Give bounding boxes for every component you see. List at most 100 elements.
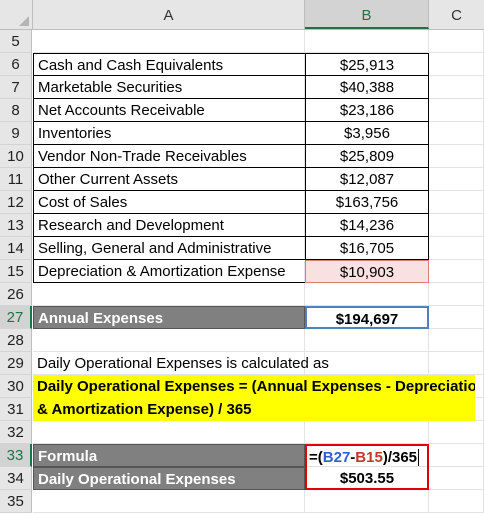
- gridcell: [429, 306, 484, 329]
- row-header[interactable]: 34: [0, 467, 32, 490]
- text-cursor: [418, 449, 420, 466]
- cell-a[interactable]: Net Accounts Receivable: [33, 99, 305, 122]
- cell-a[interactable]: Vendor Non-Trade Receivables: [33, 145, 305, 168]
- row-header[interactable]: 13: [0, 214, 32, 237]
- row-header[interactable]: 29: [0, 352, 32, 375]
- sheet-row: 14 Selling, General and Administrative $16…: [0, 237, 484, 260]
- cell-a[interactable]: Cost of Sales: [33, 191, 305, 214]
- cell-a[interactable]: [33, 283, 305, 306]
- gridcell: [429, 53, 484, 76]
- row-header[interactable]: 10: [0, 145, 32, 168]
- gridcell: [33, 329, 305, 352]
- cell-b[interactable]: [305, 352, 429, 375]
- gridcell: [429, 76, 484, 99]
- formula-minus: -: [350, 449, 356, 466]
- row-header[interactable]: 11: [0, 168, 32, 191]
- row-header[interactable]: 7: [0, 76, 32, 99]
- gridcell: [429, 444, 484, 467]
- gridcell: [33, 30, 305, 53]
- cell-b27-referenced[interactable]: $194,697: [305, 306, 429, 329]
- cell-a[interactable]: Annual Expenses: [33, 306, 305, 329]
- cell-a[interactable]: Inventories: [33, 122, 305, 145]
- cell-a[interactable]: Research and Development: [33, 214, 305, 237]
- row-header[interactable]: 27: [0, 306, 32, 329]
- gridcell: [429, 467, 484, 490]
- cell-a[interactable]: Formula: [33, 444, 305, 467]
- cell-b[interactable]: [305, 30, 429, 53]
- gridcell: [429, 99, 484, 122]
- gridcell: [429, 168, 484, 191]
- cell-a[interactable]: [33, 329, 305, 352]
- select-all-button[interactable]: [0, 0, 33, 29]
- formula-tail: )/365: [382, 449, 418, 466]
- gridcell: [305, 421, 429, 444]
- row-header[interactable]: 32: [0, 421, 32, 444]
- row-header[interactable]: 5: [0, 30, 32, 53]
- cell-a[interactable]: Other Current Assets: [33, 168, 305, 191]
- row-header[interactable]: 14: [0, 237, 32, 260]
- row-header[interactable]: 30: [0, 375, 32, 398]
- row-header[interactable]: 15: [0, 260, 32, 283]
- cell-a[interactable]: Daily Operational Expenses is calculated…: [37, 355, 329, 372]
- cell-b[interactable]: $3,956: [305, 122, 429, 145]
- gridcell: [305, 329, 429, 352]
- gridcell: [305, 30, 429, 53]
- cell-a[interactable]: [33, 421, 305, 444]
- sheet-row: 34 Daily Operational Expenses $503.55: [0, 467, 484, 490]
- cell-b15-referenced[interactable]: $10,903: [305, 260, 429, 283]
- cell-a[interactable]: Marketable Securities: [33, 76, 305, 99]
- cell-b[interactable]: [305, 329, 429, 352]
- gridcell: [429, 122, 484, 145]
- cell-b[interactable]: $14,236: [305, 214, 429, 237]
- sheet-row: 13 Research and Development $14,236: [0, 214, 484, 237]
- column-header-a[interactable]: A: [33, 0, 305, 29]
- cell-a[interactable]: Selling, General and Administrative: [33, 237, 305, 260]
- cell-a[interactable]: Daily Operational Expenses: [33, 467, 305, 490]
- cell-a[interactable]: Depreciation & Amortization Expense: [33, 260, 305, 283]
- row-header[interactable]: 33: [0, 444, 32, 467]
- sheet-row: 8 Net Accounts Receivable $23,186: [0, 99, 484, 122]
- cell-b[interactable]: $40,388: [305, 76, 429, 99]
- cell-a[interactable]: Cash and Cash Equivalents: [33, 53, 305, 76]
- cell-b[interactable]: $12,087: [305, 168, 429, 191]
- result-cell[interactable]: $503.55: [305, 467, 429, 490]
- gridcell: [305, 352, 429, 375]
- cell-a[interactable]: [33, 490, 305, 513]
- cell-b[interactable]: $16,705: [305, 237, 429, 260]
- gridcell: [429, 329, 484, 352]
- cell-b[interactable]: $25,809: [305, 145, 429, 168]
- gridcell: [429, 421, 484, 444]
- row-header[interactable]: 12: [0, 191, 32, 214]
- sheet-row: 9 Inventories $3,956: [0, 122, 484, 145]
- formula-equals: =(: [309, 449, 323, 466]
- cell-b[interactable]: [305, 421, 429, 444]
- sheet-row: 15 Depreciation & Amortization Expense $10…: [0, 260, 484, 283]
- formula-ref-b15: B15: [355, 449, 383, 466]
- row-header[interactable]: 9: [0, 122, 32, 145]
- sheet-row: 29 Daily Operational Expenses is calculat…: [0, 352, 484, 375]
- cell-b[interactable]: [305, 283, 429, 306]
- sheet-row: 35: [0, 490, 484, 513]
- row-header[interactable]: 28: [0, 329, 32, 352]
- row-header[interactable]: 8: [0, 99, 32, 122]
- sheet-row: 30 Daily Operational Expenses = (Annual E…: [0, 375, 484, 398]
- cell-a[interactable]: & Amortization Expense) / 365: [33, 398, 475, 421]
- sheet-row: 33 Formula =(B27-B15)/365: [0, 444, 484, 467]
- cell-b[interactable]: $23,186: [305, 99, 429, 122]
- sheet-row: 27 Annual Expenses $194,697: [0, 306, 484, 329]
- cell-b[interactable]: $163,756: [305, 191, 429, 214]
- gridcell: [429, 191, 484, 214]
- column-header-c[interactable]: C: [451, 7, 462, 24]
- cell-b[interactable]: [305, 490, 429, 513]
- row-header[interactable]: 31: [0, 398, 32, 421]
- column-header-b[interactable]: B: [305, 0, 429, 29]
- formula-cell[interactable]: =(B27-B15)/365: [305, 444, 429, 467]
- cell-a[interactable]: Daily Operational Expenses = (Annual Exp…: [33, 375, 475, 398]
- row-header[interactable]: 35: [0, 490, 32, 513]
- cell-b[interactable]: $25,913: [305, 53, 429, 76]
- gridcell: [33, 283, 305, 306]
- gridcell: [33, 421, 305, 444]
- row-header[interactable]: 6: [0, 53, 32, 76]
- row-header[interactable]: 26: [0, 283, 32, 306]
- cell-a[interactable]: [33, 30, 305, 53]
